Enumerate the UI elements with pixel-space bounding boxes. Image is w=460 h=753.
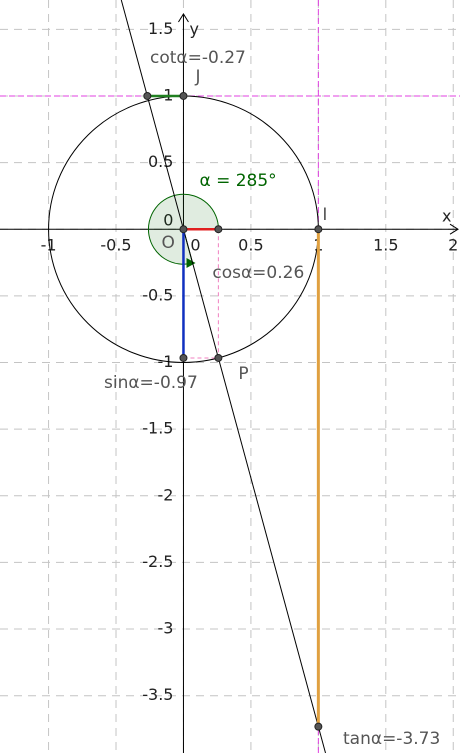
label-cos: cosα=0.26 [212, 263, 304, 283]
label-p: P [238, 364, 248, 384]
label-i: I [322, 205, 327, 225]
label-sin: sinα=-0.97 [104, 373, 198, 393]
point [179, 353, 188, 362]
terminal-line [120, 0, 326, 753]
y-tick-label: -3 [158, 619, 174, 638]
point [143, 91, 152, 100]
y-tick-label: 0 [163, 211, 173, 230]
point [314, 225, 323, 234]
y-tick-label: -2.5 [142, 552, 173, 571]
label-angle: α = 285° [199, 171, 276, 191]
point [314, 722, 323, 731]
point [179, 225, 188, 234]
x-tick-label: 0 [190, 236, 200, 255]
angle-arrow [186, 258, 196, 269]
x-tick-label: 0.5 [238, 236, 263, 255]
y-tick-label: 1.5 [148, 19, 173, 38]
y-axis-arrow [178, 13, 189, 23]
y-tick-label: -1.5 [142, 419, 173, 438]
point [214, 353, 223, 362]
x-tick-label: 1.5 [373, 236, 398, 255]
label-j: J [194, 67, 200, 87]
y-tick-label: 0.5 [148, 152, 173, 171]
label-o: O [161, 233, 174, 253]
y-tick-label: -2 [158, 485, 174, 504]
y-tick-label: -3.5 [142, 685, 173, 704]
y-tick-label: -0.5 [142, 285, 173, 304]
x-tick-label: -1 [41, 236, 57, 255]
point [214, 225, 223, 234]
point [179, 91, 188, 100]
x-tick-label: -0.5 [100, 236, 131, 255]
y-axis-label: y [189, 20, 198, 39]
angle-sector [147, 193, 219, 265]
x-axis-arrow [449, 223, 459, 235]
label-cot: cotα=-0.27 [150, 48, 246, 68]
label-tan: tanα=-3.73 [343, 729, 440, 749]
x-tick-label: 2 [448, 236, 458, 255]
x-axis-label: x [442, 207, 451, 226]
